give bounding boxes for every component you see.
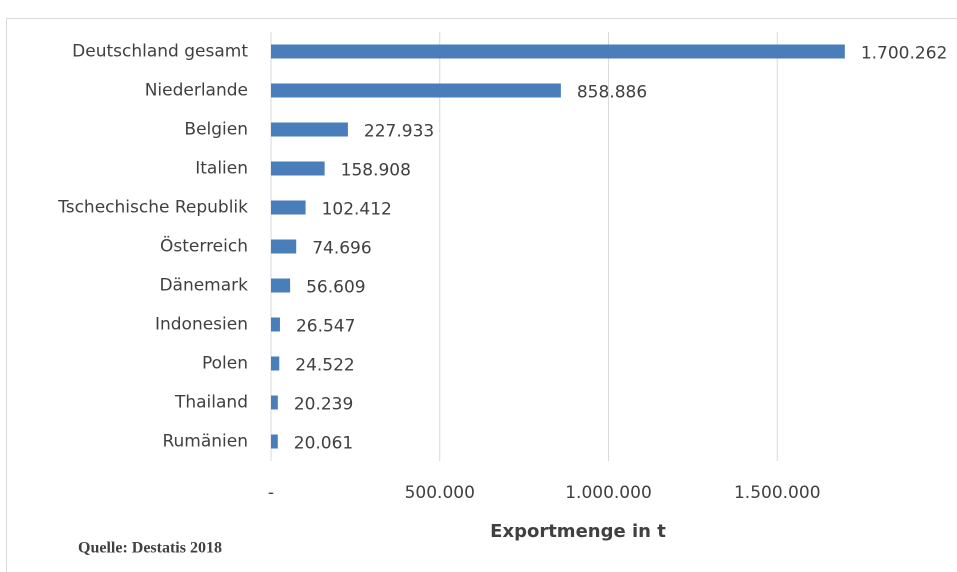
x-axis-title: Exportmenge in t [490,521,666,542]
y-tick-label: Belgien [184,120,248,140]
bar [271,434,278,449]
bar [271,395,278,410]
bar [271,317,280,332]
bar [271,356,280,371]
bar [271,44,845,59]
bar [271,161,325,176]
bar [271,200,306,215]
y-tick-label: Italien [195,159,248,179]
data-label: 1.700.262 [861,44,948,64]
source-note: Quelle: Destatis 2018 [78,540,222,557]
data-label: 858.886 [577,83,647,103]
y-tick-label: Indonesien [155,315,248,335]
data-label: 56.609 [306,278,365,298]
y-tick-label: Thailand [174,393,248,413]
data-label: 24.522 [295,356,354,376]
data-label: 26.547 [296,317,355,337]
y-tick-label: Österreich [160,235,248,257]
data-label: 20.239 [294,395,353,415]
chart-border [6,18,957,572]
bar [271,83,561,98]
y-tick-label: Polen [202,354,248,374]
y-tick-label: Deutschland gesamt [72,42,248,62]
x-tick-label: 1.000.000 [565,483,652,503]
x-tick-label: - [268,483,274,503]
data-label: 102.412 [322,200,392,220]
data-label: 158.908 [341,161,411,181]
y-tick-label: Dänemark [159,276,248,296]
y-tick-label: Rumänien [162,432,248,452]
y-tick-label: Tschechische Republik [57,198,248,218]
data-label: 227.933 [364,122,434,142]
x-tick-label: 1.500.000 [734,483,821,503]
bar [271,239,297,254]
x-tick-label: 500.000 [405,483,475,503]
data-label: 20.061 [294,434,353,454]
data-label: 74.696 [312,239,371,259]
bar [271,122,348,137]
y-tick-label: Niederlande [145,81,248,101]
bar [271,278,291,293]
